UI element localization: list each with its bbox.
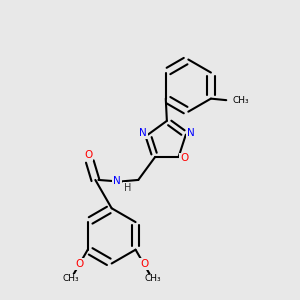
Text: CH₃: CH₃	[144, 274, 161, 284]
Text: O: O	[140, 259, 148, 269]
Text: O: O	[84, 150, 92, 161]
Text: O: O	[75, 259, 83, 269]
Text: N: N	[140, 128, 147, 138]
Text: CH₃: CH₃	[63, 274, 79, 284]
Text: N: N	[113, 176, 121, 185]
Text: O: O	[180, 154, 188, 164]
Text: CH₃: CH₃	[232, 96, 249, 105]
Text: H: H	[124, 183, 131, 193]
Text: N: N	[187, 128, 194, 138]
